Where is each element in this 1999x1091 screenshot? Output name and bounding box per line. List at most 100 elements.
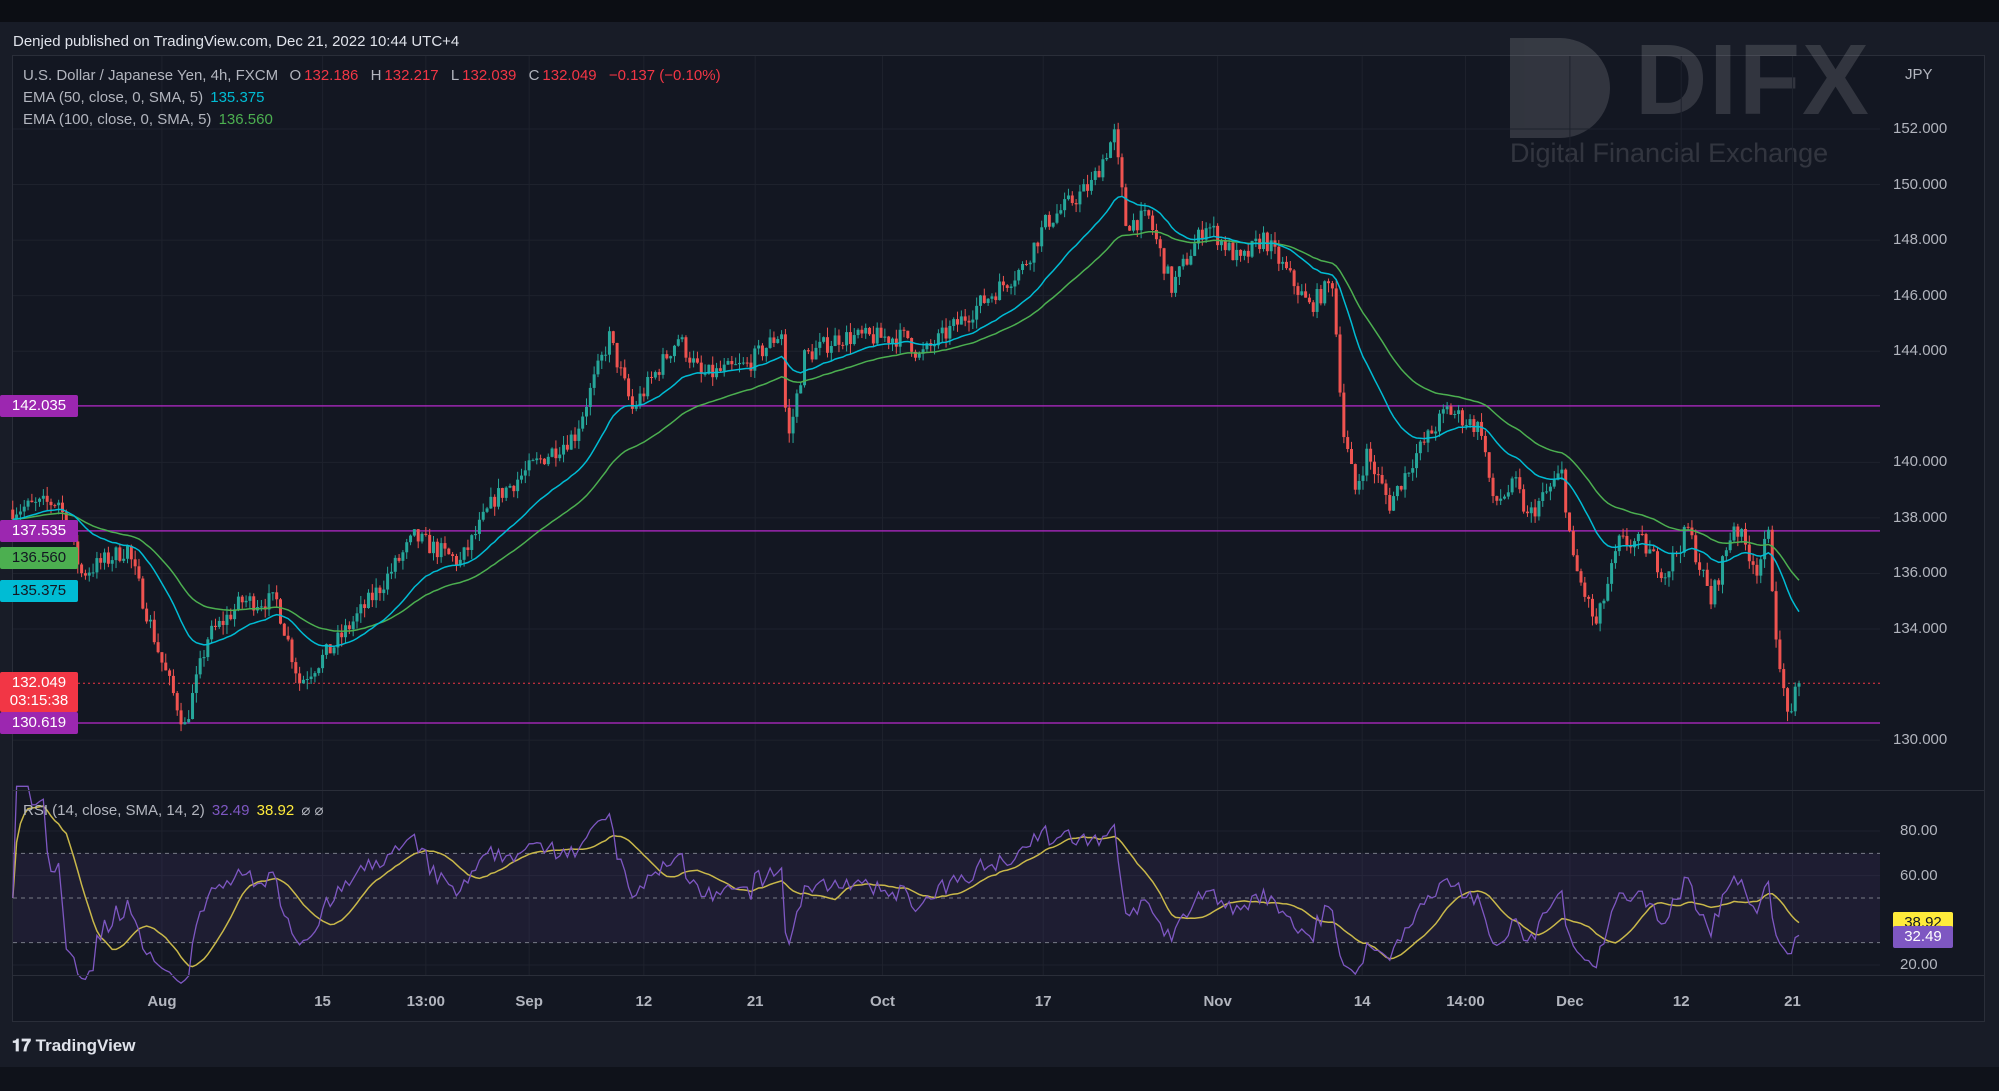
candle (95, 558, 99, 573)
candle (1671, 552, 1675, 572)
candle (466, 547, 470, 550)
candle (1499, 498, 1503, 501)
time-axis-label: 14 (1353, 993, 1371, 1010)
candle (1724, 550, 1728, 557)
candle (917, 353, 921, 358)
candle (1154, 229, 1158, 240)
candle (1353, 464, 1357, 490)
candle (1315, 289, 1319, 312)
candle (11, 509, 15, 520)
candle (298, 673, 302, 684)
rsi-line (12, 785, 1800, 985)
candle (148, 619, 152, 622)
rsi-null-icons: ⌀ ⌀ (301, 802, 324, 819)
candle (1338, 334, 1342, 393)
candle (428, 534, 432, 554)
candle (1732, 526, 1736, 541)
candle (179, 710, 183, 725)
candle (860, 329, 864, 334)
candle (236, 596, 240, 610)
candle (221, 620, 225, 625)
rsi-legend[interactable]: RSI (14, close, SMA, 14, 2) 32.49 38.92 … (23, 801, 327, 819)
candle (630, 396, 634, 409)
candle (1766, 529, 1770, 539)
candle (780, 334, 784, 340)
candle (680, 337, 684, 340)
candle (470, 535, 474, 550)
ema-price-tag: 136.560 (0, 546, 78, 569)
candle (1713, 580, 1717, 605)
candle (41, 495, 45, 499)
tradingview-logo[interactable]: 𝟏𝟕 TradingView (12, 1036, 135, 1056)
high-label: H (370, 67, 382, 84)
candle (1395, 486, 1399, 497)
candle (990, 296, 994, 299)
time-axis-label: Sep (515, 993, 543, 1010)
candle (443, 543, 447, 549)
candle (183, 722, 187, 725)
candle (22, 506, 26, 512)
candle (1200, 229, 1204, 240)
candle (1024, 263, 1028, 265)
symbol-name: U.S. Dollar / Japanese Yen, 4h, FXCM (23, 67, 279, 84)
candle (110, 560, 114, 564)
candle (581, 416, 585, 429)
candle (1166, 266, 1170, 274)
candle (684, 337, 688, 358)
candle (653, 372, 657, 378)
rsi-axis-label: 80.00 (1900, 822, 1938, 839)
candle (734, 364, 738, 366)
candle (1525, 511, 1529, 514)
candle (1617, 535, 1621, 552)
candle (665, 354, 669, 359)
candle (1579, 571, 1583, 583)
candle (397, 557, 401, 561)
rsi-label: RSI (14, close, SMA, 14, 2) (23, 802, 205, 819)
candle (1105, 157, 1109, 160)
candle (259, 606, 263, 608)
candle (87, 572, 91, 576)
candle (1415, 453, 1419, 469)
candle (627, 378, 631, 397)
candle (588, 387, 592, 407)
candle (286, 635, 290, 640)
candle (776, 339, 780, 343)
candle (351, 621, 355, 630)
candle (933, 345, 937, 347)
price-axis-label: 148.000 (1893, 231, 1948, 249)
tradingview-logo-text: TradingView (35, 1036, 136, 1055)
time-axis-label: 21 (1784, 993, 1801, 1010)
candle (1656, 551, 1659, 573)
rsi-axis-label: 20.00 (1900, 955, 1938, 973)
candle (902, 329, 906, 331)
time-axis-label: 15 (314, 993, 331, 1010)
candle (726, 360, 730, 365)
candle (891, 338, 894, 343)
pane-separator[interactable] (12, 790, 1985, 791)
candle (768, 337, 772, 348)
ema100-legend[interactable]: EMA (100, close, 0, SMA, 5) 136.560 (23, 111, 276, 128)
ema50-legend[interactable]: EMA (50, close, 0, SMA, 5) 135.375 (23, 89, 267, 106)
candle (1556, 473, 1560, 480)
candle (887, 336, 891, 343)
candle (1066, 195, 1070, 200)
difx-cube-icon (1510, 38, 1610, 138)
candle (168, 670, 172, 676)
candle (623, 367, 627, 379)
candle (1629, 545, 1633, 548)
candle (1774, 591, 1778, 640)
time-axis-label: 12 (635, 993, 653, 1010)
candle (1028, 262, 1032, 265)
candle (940, 327, 944, 334)
candle (718, 368, 722, 371)
candle (1250, 241, 1254, 257)
price-axis-label: 140.000 (1893, 453, 1948, 471)
candle (1189, 255, 1193, 265)
candle (1602, 600, 1606, 604)
candle (1311, 302, 1315, 312)
time-axis-label: 14:00 (1446, 993, 1485, 1010)
candle (1422, 441, 1426, 443)
candle (1403, 473, 1407, 490)
candle (1208, 227, 1212, 229)
